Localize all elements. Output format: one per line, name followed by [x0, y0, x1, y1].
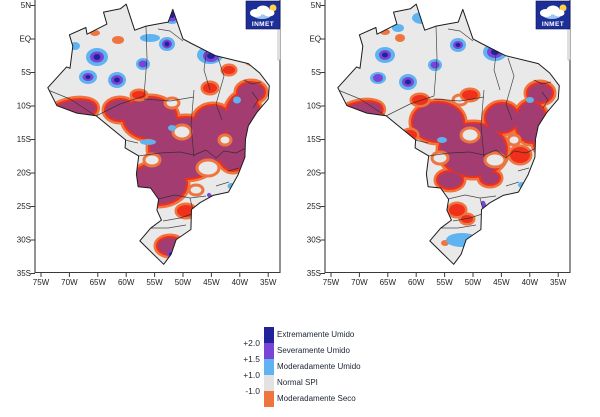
- svg-text:5S: 5S: [311, 68, 321, 77]
- svg-text:INMET: INMET: [542, 21, 564, 28]
- legend-threshold: +1.0: [243, 370, 260, 380]
- legend-label: Normal SPI: [277, 378, 318, 387]
- legend-threshold: -1.0: [245, 386, 260, 396]
- legend-swatch: [264, 375, 274, 391]
- spi-map-right: 5N EQ 5S 10S 15S 20S 25S 30S 35S 75W 70W…: [307, 0, 571, 287]
- svg-text:75W: 75W: [323, 278, 340, 287]
- lon-axis-labels-left: 75W 70W 65W 60W 55W 50W 45W 40W 35W: [33, 278, 277, 287]
- svg-text:60W: 60W: [118, 278, 135, 287]
- lon-axis-labels-right: 75W 70W 65W 60W 55W 50W 45W 40W 35W: [323, 278, 567, 287]
- legend-swatch: [264, 327, 274, 343]
- legend-swatch: [264, 343, 274, 359]
- svg-text:35S: 35S: [307, 269, 321, 278]
- inmet-logo: INMET: [535, 0, 571, 61]
- svg-text:35S: 35S: [17, 269, 31, 278]
- svg-text:10S: 10S: [307, 102, 321, 111]
- axis-ticks-right: [320, 5, 559, 277]
- legend-label: Moderadamente Seco: [277, 394, 356, 403]
- svg-text:5N: 5N: [21, 1, 31, 10]
- svg-text:25S: 25S: [307, 202, 321, 211]
- spi-maps-canvas: 5N EQ 5S 10S 15S 20S 25S 30S 35S 75W 70W…: [17, 0, 571, 287]
- sun-icon: [559, 4, 567, 12]
- svg-text:50W: 50W: [465, 278, 482, 287]
- sun-icon: [269, 4, 277, 12]
- svg-text:70W: 70W: [61, 278, 78, 287]
- svg-text:40W: 40W: [232, 278, 249, 287]
- svg-text:75W: 75W: [33, 278, 50, 287]
- svg-text:INMET: INMET: [252, 21, 274, 28]
- svg-text:20S: 20S: [17, 169, 31, 178]
- spi-figure: 5N EQ 5S 10S 15S 20S 25S 30S 35S 75W 70W…: [17, 0, 571, 407]
- lat-axis-labels-left: 5N EQ 5S 10S 15S 20S 25S 30S 35S: [17, 1, 31, 278]
- svg-text:10S: 10S: [17, 102, 31, 111]
- legend-swatch: [264, 391, 274, 407]
- svg-text:45W: 45W: [493, 278, 510, 287]
- svg-text:5N: 5N: [311, 1, 321, 10]
- legend-label: Moderadamente Umido: [277, 362, 361, 371]
- cloud-icon: [540, 5, 565, 19]
- svg-text:EQ: EQ: [309, 35, 321, 44]
- svg-text:15S: 15S: [307, 135, 321, 144]
- svg-text:EQ: EQ: [19, 35, 31, 44]
- spi-map-left: 5N EQ 5S 10S 15S 20S 25S 30S 35S 75W 70W…: [17, 0, 281, 287]
- svg-text:35W: 35W: [550, 278, 567, 287]
- svg-text:5S: 5S: [21, 68, 31, 77]
- legend-threshold: +1.5: [243, 354, 260, 364]
- cloud-icon: [250, 5, 275, 19]
- svg-text:40W: 40W: [522, 278, 539, 287]
- svg-text:55W: 55W: [146, 278, 163, 287]
- svg-text:30S: 30S: [17, 236, 31, 245]
- legend-label: Severamente Umido: [277, 346, 350, 355]
- svg-text:60W: 60W: [408, 278, 425, 287]
- svg-text:50W: 50W: [175, 278, 192, 287]
- svg-text:20S: 20S: [307, 169, 321, 178]
- legend-label: Extremamente Umido: [277, 330, 355, 339]
- axis-ticks-left: [30, 5, 269, 277]
- svg-text:65W: 65W: [90, 278, 107, 287]
- legend-threshold: +2.0: [243, 338, 260, 348]
- svg-text:15S: 15S: [17, 135, 31, 144]
- svg-text:30S: 30S: [307, 236, 321, 245]
- svg-text:45W: 45W: [203, 278, 220, 287]
- svg-text:25S: 25S: [17, 202, 31, 211]
- svg-text:35W: 35W: [260, 278, 277, 287]
- spi-legend: Extremamente Umido Severamente Umido Mod…: [238, 327, 408, 417]
- lat-axis-labels-right: 5N EQ 5S 10S 15S 20S 25S 30S 35S: [307, 1, 321, 278]
- legend-swatch: [264, 359, 274, 375]
- svg-text:70W: 70W: [351, 278, 368, 287]
- svg-text:55W: 55W: [436, 278, 453, 287]
- svg-text:65W: 65W: [380, 278, 397, 287]
- inmet-logo: INMET: [245, 0, 281, 61]
